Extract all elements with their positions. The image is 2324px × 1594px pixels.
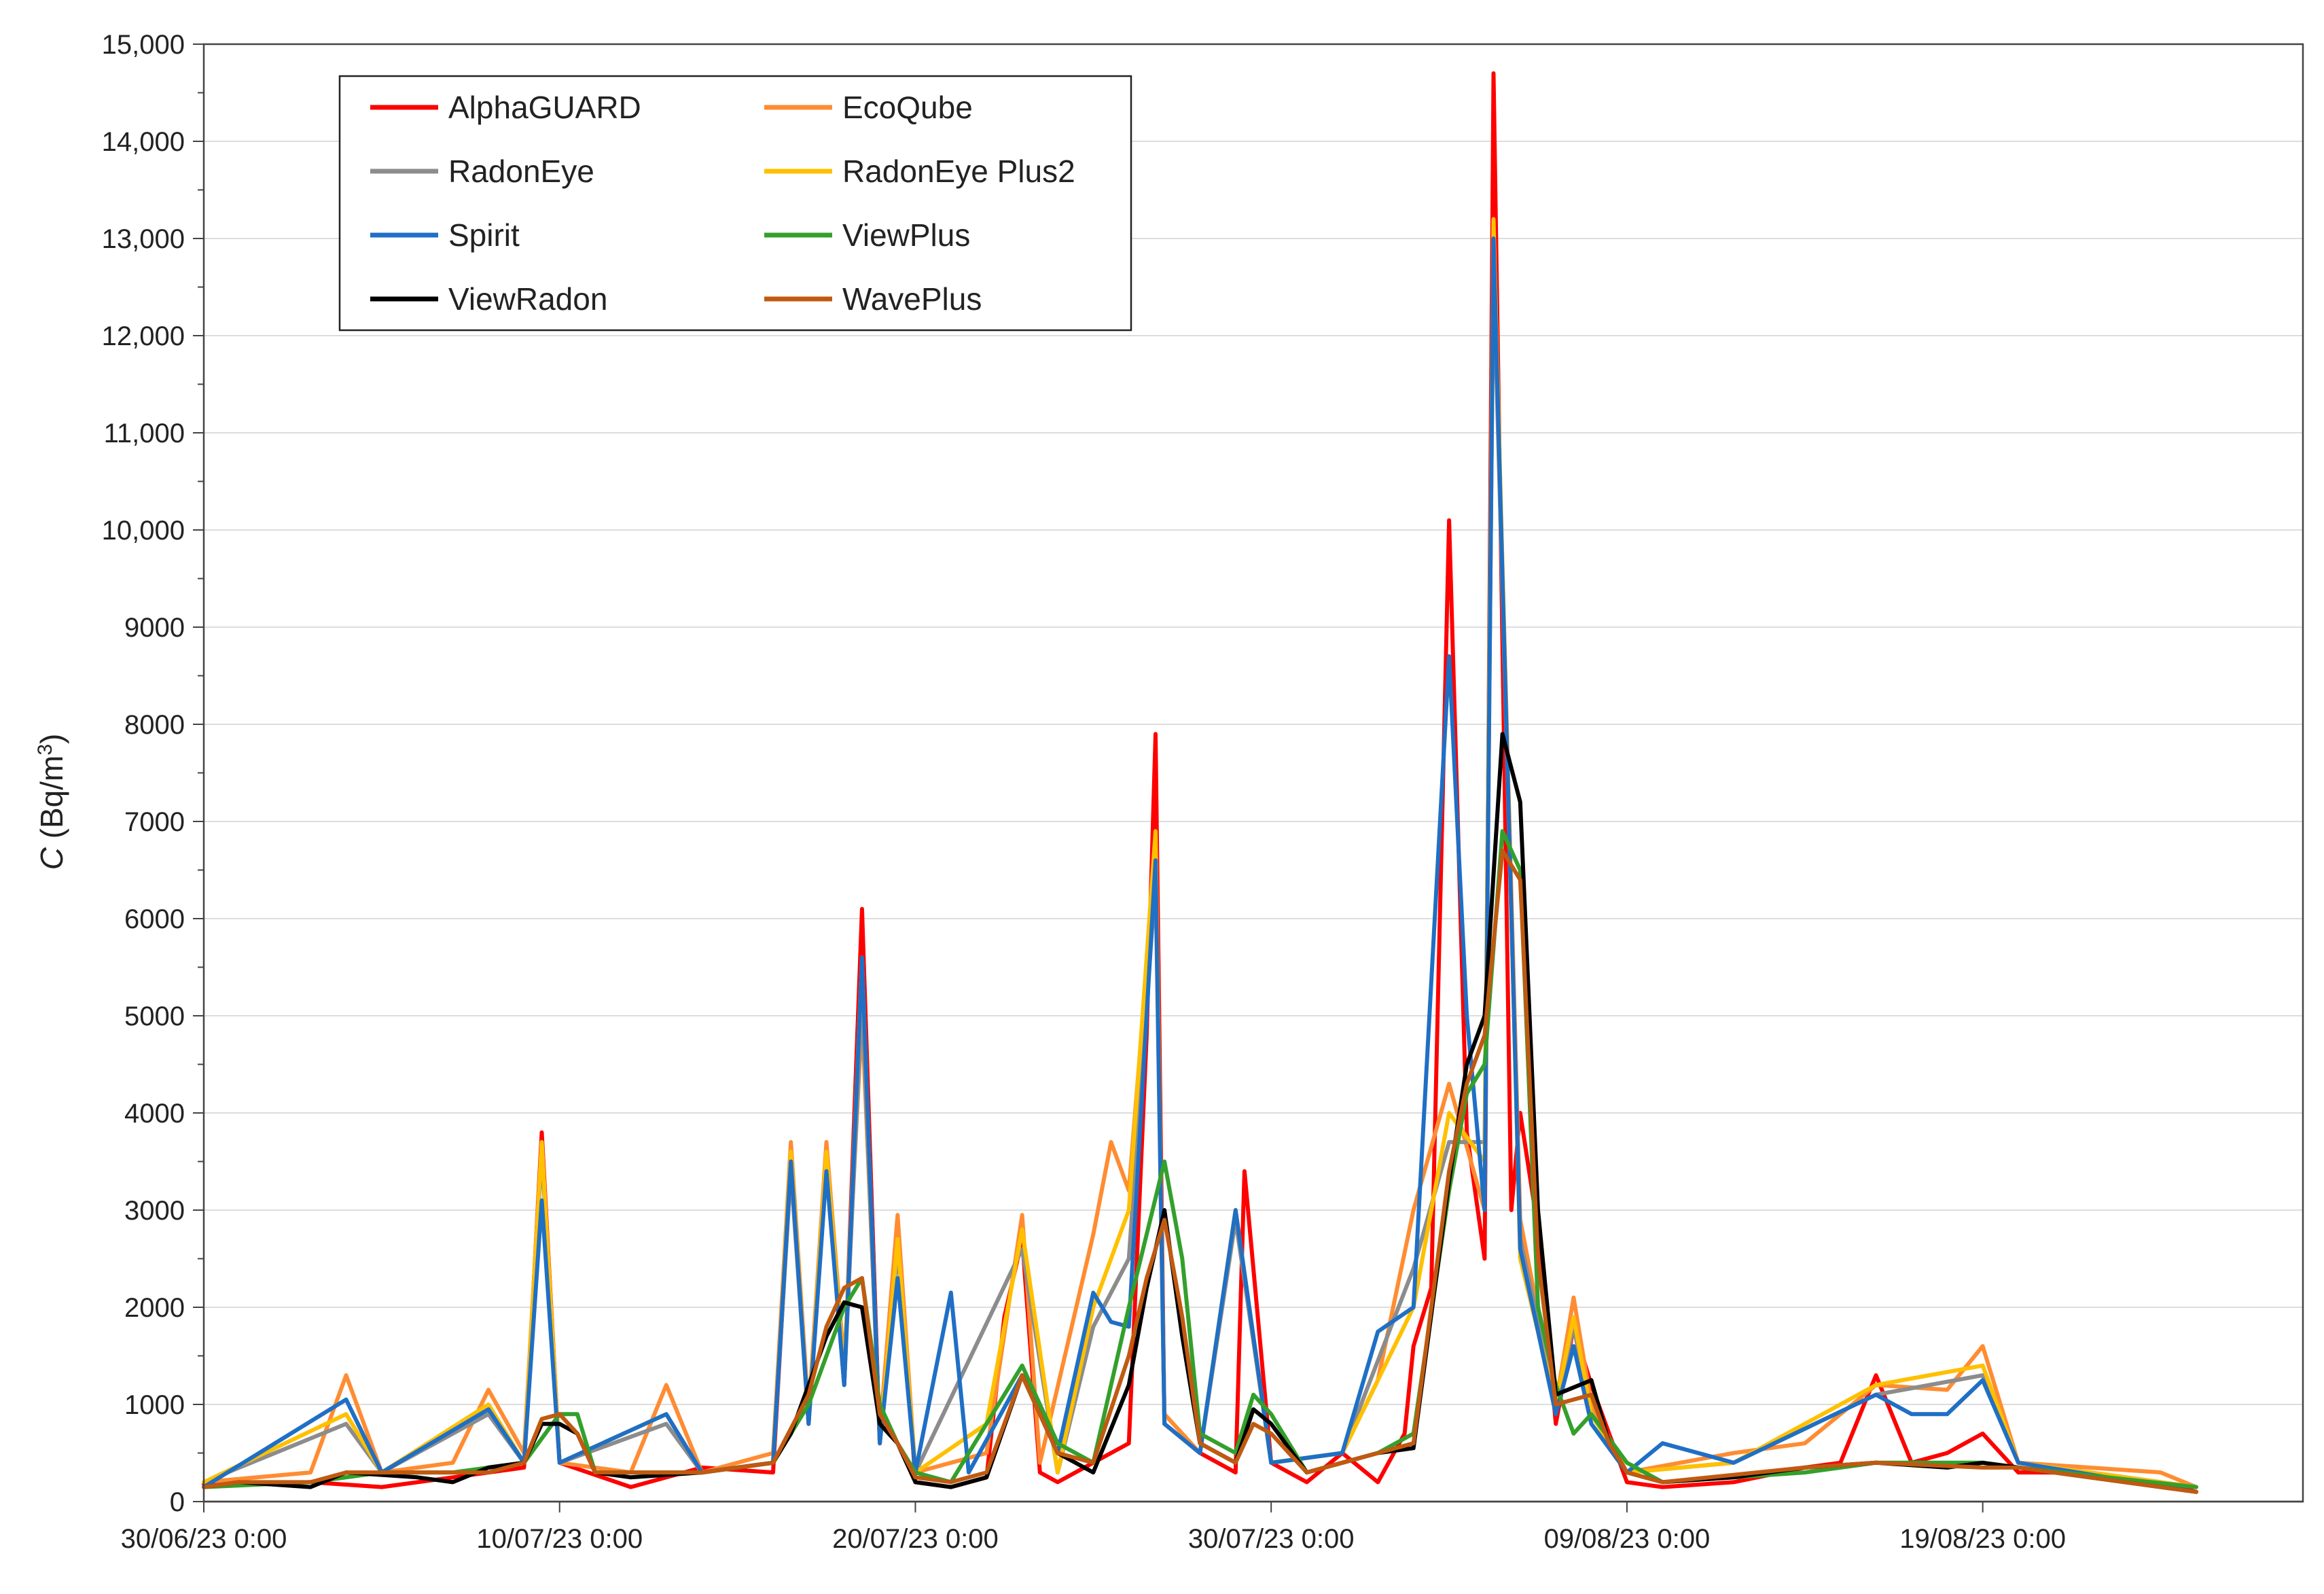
gridlines	[204, 43, 2303, 1405]
legend-label-waveplus: WavePlus	[842, 281, 982, 317]
legend-label-radoneye-plus2: RadonEye Plus2	[842, 154, 1075, 189]
y-tick-label: 2000	[124, 1293, 185, 1323]
y-tick-label: 11,000	[104, 419, 185, 448]
y-tick-label: 10,000	[102, 516, 185, 546]
y-tick-label: 8000	[124, 710, 185, 740]
legend-label-alphaguard: AlphaGUARD	[448, 90, 641, 125]
series-line-radoneye-plus2	[202, 217, 2198, 1489]
legend-label-ecoqube: EcoQube	[842, 90, 973, 125]
y-axis-title: C (Bq/m3)	[34, 734, 70, 870]
series-line-viewplus	[202, 829, 2198, 1489]
legend-box	[338, 75, 1132, 332]
y-axis-title-exponent: 3	[34, 744, 56, 756]
x-tick-label: 19/08/23 0:00	[1899, 1524, 2066, 1554]
series-line-waveplus	[202, 848, 2198, 1494]
y-tick-label: 9000	[124, 613, 185, 643]
x-tick-label: 30/06/23 0:00	[121, 1524, 287, 1554]
y-axis-title-symbol: C	[34, 847, 69, 870]
series-line-spirit	[202, 236, 2198, 1494]
legend: AlphaGUARD EcoQube RadonEye RadonEye Plus2 S…	[338, 75, 1132, 332]
y-tick-label: 4000	[124, 1099, 185, 1129]
y-tick-label: 14,000	[102, 127, 185, 157]
series-lines	[202, 71, 2198, 1494]
series-line-ecoqube	[202, 236, 2198, 1489]
x-tick-label: 09/08/23 0:00	[1544, 1524, 1711, 1554]
legend-label-spirit: Spirit	[448, 217, 520, 253]
y-tick-label: 7000	[124, 807, 185, 837]
series-line-radoneye	[202, 265, 2198, 1489]
y-tick-label: 1000	[124, 1390, 185, 1420]
y-tick-label: 0	[170, 1487, 185, 1517]
y-tick-label: 3000	[124, 1196, 185, 1226]
legend-label-viewplus: ViewPlus	[842, 217, 970, 253]
y-tick-label: 6000	[124, 904, 185, 934]
x-tick-label: 10/07/23 0:00	[476, 1524, 643, 1554]
y-tick-label: 15,000	[102, 30, 185, 60]
legend-items: AlphaGUARD EcoQube RadonEye RadonEye Plus2 S…	[370, 90, 1075, 317]
x-tick-label: 30/07/23 0:00	[1188, 1524, 1355, 1554]
legend-label-viewradon: ViewRadon	[448, 281, 607, 317]
legend-label-radoneye: RadonEye	[448, 154, 594, 189]
y-axis-title-close: )	[34, 734, 69, 744]
x-tick-labels: 30/06/23 0:00 10/07/23 0:00 20/07/23 0:00 3…	[121, 1524, 2066, 1554]
axes	[193, 43, 2304, 1512]
y-tick-label: 5000	[124, 1002, 185, 1031]
x-tick-label: 20/07/23 0:00	[832, 1524, 999, 1554]
y-axis-title-unit: (Bq/m	[34, 756, 69, 847]
y-tick-label: 13,000	[102, 224, 185, 254]
y-tick-label: 12,000	[102, 321, 185, 351]
y-tick-labels: 0 1000 2000 3000 4000 5000 6000 7000 8000 9000 10,…	[102, 30, 185, 1517]
